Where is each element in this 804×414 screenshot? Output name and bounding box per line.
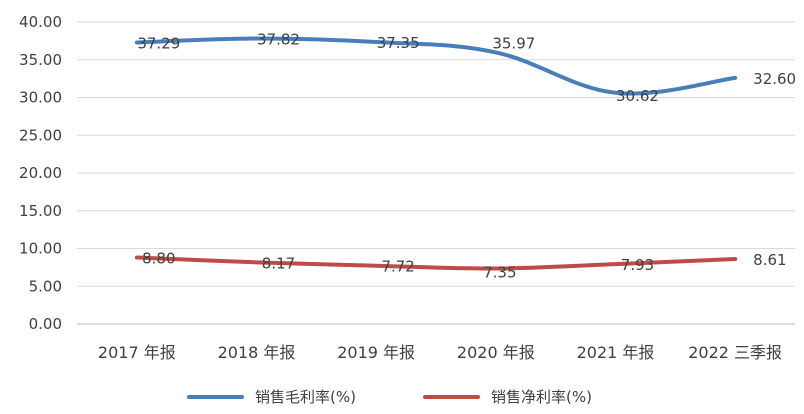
data-label: 8.17 — [262, 254, 295, 272]
x-tick-label: 2020 年报 — [457, 343, 535, 362]
y-tick-label: 10.00 — [19, 240, 62, 258]
x-tick-label: 2022 三季报 — [688, 343, 782, 362]
legend-label-1: 销售净利率(%) — [491, 388, 592, 406]
y-tick-label: 15.00 — [19, 202, 62, 220]
data-label: 37.35 — [377, 34, 420, 52]
y-tick-label: 0.00 — [29, 315, 62, 333]
y-tick-label: 30.00 — [19, 89, 62, 107]
data-label: 7.72 — [381, 258, 414, 276]
y-axis-ticks: 0.00 5.00 10.00 15.00 20.00 25.00 30.00 35.00 40… — [19, 13, 62, 333]
y-tick-label: 5.00 — [29, 277, 62, 295]
data-label: 30.62 — [616, 87, 659, 105]
data-label: 32.60 — [753, 70, 796, 88]
data-label: 8.61 — [753, 251, 786, 269]
x-tick-label: 2019 年报 — [337, 343, 415, 362]
data-labels: 37.29 37.82 37.35 35.97 30.62 32.60 8.80 8.17 7.… — [137, 30, 796, 281]
x-tick-label: 2017 年报 — [98, 343, 176, 362]
y-tick-label: 40.00 — [19, 13, 62, 31]
data-label: 35.97 — [492, 34, 535, 52]
x-tick-label: 2021 年报 — [577, 343, 655, 362]
data-label: 37.29 — [137, 34, 180, 52]
legend-label-0: 销售毛利率(%) — [255, 388, 356, 406]
series-line-0 — [134, 36, 738, 96]
data-label: 7.35 — [483, 264, 516, 282]
y-tick-label: 20.00 — [19, 164, 62, 182]
series-line-1 — [134, 255, 738, 271]
gridlines — [77, 21, 795, 325]
y-tick-label: 25.00 — [19, 126, 62, 144]
legend: 销售毛利率(%) 销售净利率(%) — [187, 388, 592, 406]
data-label: 37.82 — [257, 30, 300, 48]
data-label: 8.80 — [142, 250, 175, 268]
x-tick-label: 2018 年报 — [218, 343, 296, 362]
x-axis-ticks: 2017 年报 2018 年报 2019 年报 2020 年报 2021 年报 2022 … — [98, 343, 782, 362]
y-tick-label: 35.00 — [19, 51, 62, 69]
series-lines — [134, 36, 738, 271]
data-label: 7.93 — [621, 256, 654, 274]
